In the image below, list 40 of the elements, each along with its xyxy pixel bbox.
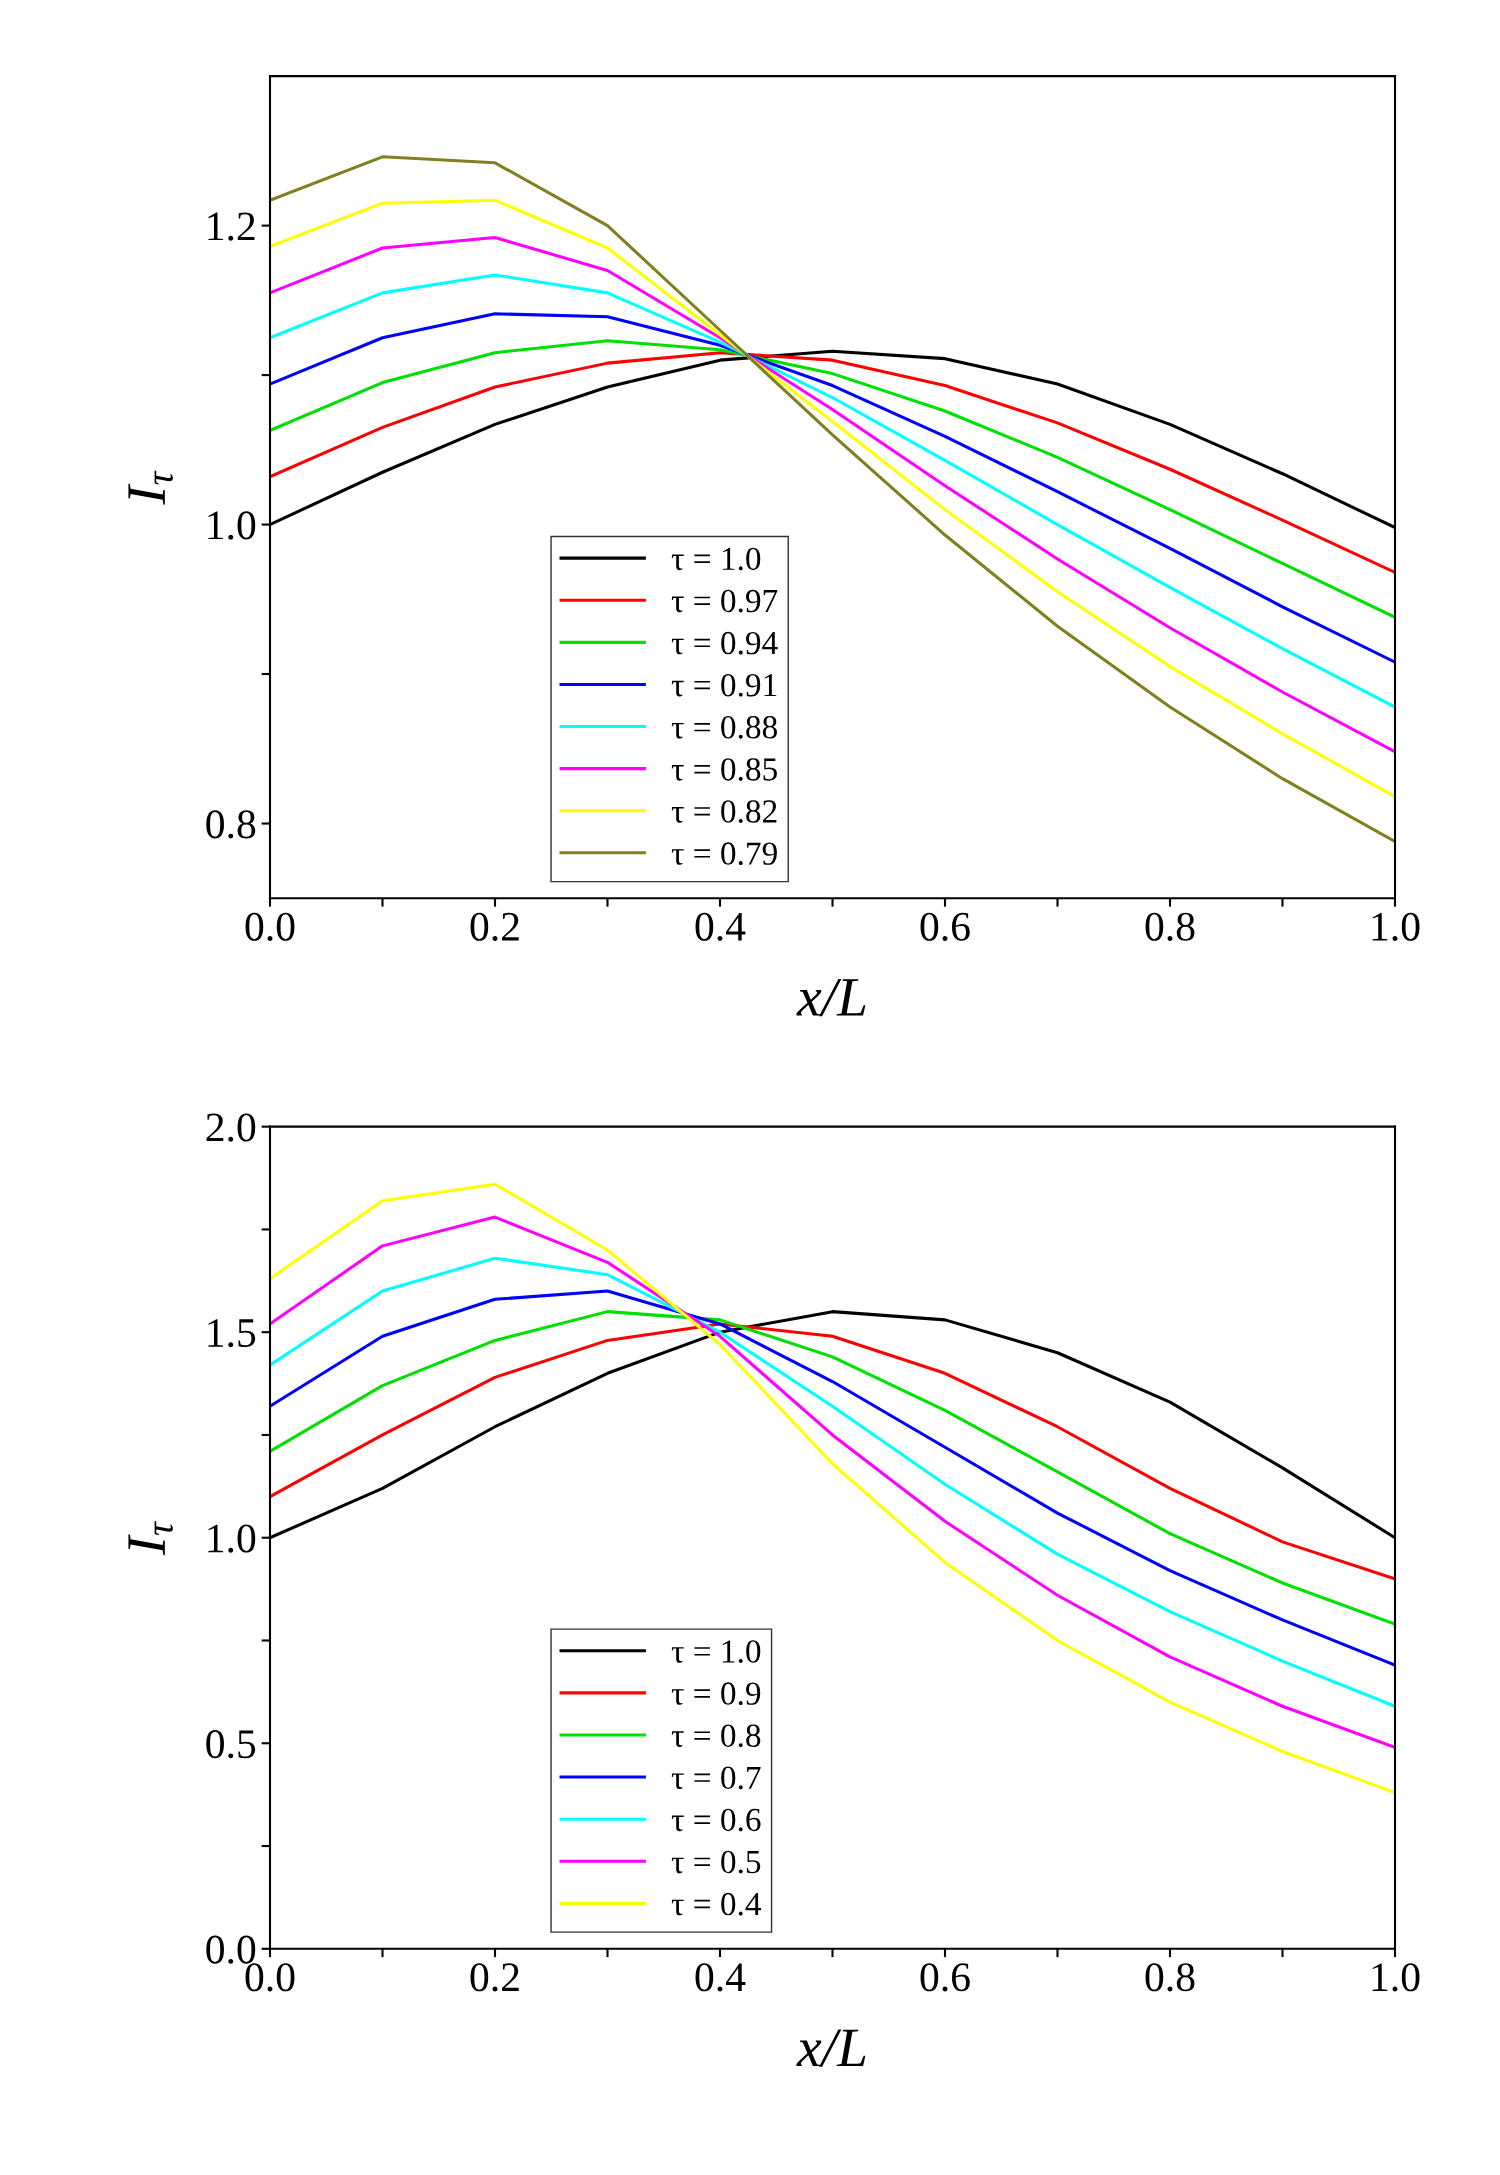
legend-label: τ = 0.9 bbox=[671, 1682, 761, 1706]
x-tick-label: 0.8 bbox=[1145, 912, 1195, 941]
legend-label: τ = 1.0 bbox=[671, 1640, 761, 1663]
legend-label: τ = 0.94 bbox=[671, 631, 778, 655]
x-axis-title: x/L bbox=[796, 978, 866, 1017]
x-axis-title: x/L bbox=[796, 2029, 866, 2067]
y-tick-label: 2.0 bbox=[206, 1113, 256, 1142]
y-tick-label: 1.5 bbox=[208, 1319, 256, 1348]
y-tick-label: 1.0 bbox=[208, 1524, 256, 1553]
x-tick-label: 1.0 bbox=[1372, 912, 1420, 941]
legend-label: τ = 0.5 bbox=[671, 1850, 761, 1874]
x-tick-label: 0.4 bbox=[695, 912, 746, 941]
legend-label: τ = 0.88 bbox=[671, 716, 777, 739]
x-tick-label: 0.4 bbox=[695, 1963, 746, 1992]
y-tick-label: 1.0 bbox=[208, 511, 256, 540]
x-tick-label: 0.2 bbox=[470, 1963, 519, 1992]
legend-label: τ = 0.85 bbox=[671, 758, 777, 781]
y-tick-label: 0.0 bbox=[206, 1935, 256, 1964]
legend-label: τ = 0.97 bbox=[671, 589, 778, 613]
legend-label: τ = 0.91 bbox=[671, 673, 777, 697]
x-tick-label: 1.0 bbox=[1372, 1963, 1420, 1992]
x-tick-label: 0.2 bbox=[470, 912, 519, 941]
legend-label: τ = 0.8 bbox=[671, 1724, 761, 1748]
y-tick-label: 0.8 bbox=[206, 810, 256, 839]
y-tick-label: 0.5 bbox=[206, 1730, 256, 1759]
legend-label: τ = 0.4 bbox=[671, 1892, 762, 1916]
legend-label: τ = 0.82 bbox=[671, 800, 777, 823]
legend-label: τ = 0.6 bbox=[671, 1808, 761, 1832]
y-axis-title: I$_{τ}$ bbox=[128, 1520, 173, 1556]
y-axis-title: I$_{τ}$ bbox=[128, 470, 173, 505]
legend-label: τ = 0.7 bbox=[671, 1766, 761, 1790]
line-series bbox=[270, 1322, 1395, 1581]
legend-label: τ = 0.79 bbox=[671, 842, 777, 865]
x-tick-label: 0.0 bbox=[245, 1963, 295, 1992]
legend-label: τ = 1.0 bbox=[671, 547, 761, 571]
x-tick-label: 0.0 bbox=[245, 912, 295, 941]
x-tick-label: 0.6 bbox=[920, 1963, 970, 1992]
x-tick-label: 0.8 bbox=[1145, 1963, 1195, 1992]
y-tick-label: 1.2 bbox=[208, 212, 255, 241]
x-tick-label: 0.6 bbox=[920, 912, 970, 941]
